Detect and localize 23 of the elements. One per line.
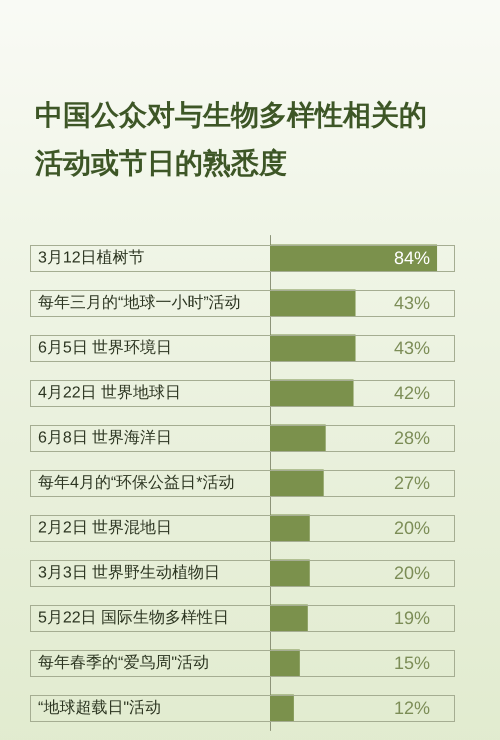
y-tick-label: 6月5日 世界环境日 (38, 338, 172, 356)
y-tick-label: 5月22日 国际生物多样性日 (38, 608, 230, 626)
y-tick-label: 每年三月的“地球一小时”活动 (38, 294, 241, 312)
data-label: 27% (394, 473, 430, 493)
y-tick-label: 每年春季的“爱鸟周"活动 (38, 654, 210, 672)
data-label: 43% (394, 293, 430, 313)
y-tick-label: 3月3日 世界野生动植物日 (38, 564, 220, 582)
data-label: 15% (394, 653, 430, 673)
y-tick-label: 2月2日 世界混地日 (38, 518, 172, 536)
y-tick-label: 6月8日 世界海洋日 (38, 428, 172, 446)
data-label: 19% (394, 608, 430, 628)
data-label: 20% (394, 563, 430, 583)
data-label: 12% (394, 698, 430, 718)
data-label: 43% (394, 338, 430, 358)
chart-title: 中国公众对与生物多样性相关的活动或节日的熟悉度 (34, 100, 427, 178)
y-tick-label: 4月22日 世界地球日 (38, 384, 182, 402)
y-tick-label: 每年4月的“环保公益日*活动 (38, 474, 234, 492)
data-label: 42% (394, 383, 430, 403)
data-label: 28% (394, 428, 430, 448)
y-tick-label: “地球超载日"活动 (38, 698, 162, 716)
data-label: 20% (394, 518, 430, 538)
data-label: 84% (394, 248, 430, 268)
y-tick-label: 3月12日植树节 (38, 248, 145, 266)
